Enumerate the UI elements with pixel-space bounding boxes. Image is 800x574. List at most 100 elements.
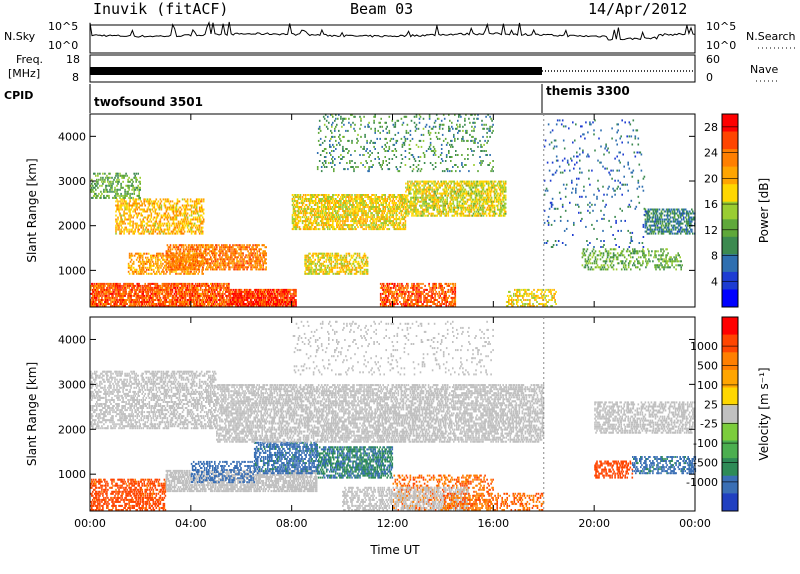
scatter-cell bbox=[153, 301, 155, 303]
scatter-cell bbox=[367, 261, 369, 263]
scatter-cell bbox=[170, 264, 172, 266]
scatter-cell bbox=[191, 233, 193, 235]
scatter-cell bbox=[364, 206, 366, 208]
scatter-cell bbox=[173, 301, 175, 303]
scatter-cell bbox=[335, 198, 337, 200]
scatter-cell bbox=[340, 257, 342, 259]
scatter-cell bbox=[348, 198, 350, 200]
scatter-cell bbox=[201, 207, 203, 209]
scatter-cell bbox=[319, 206, 321, 208]
scatter-cell bbox=[157, 257, 159, 259]
scatter-cell bbox=[177, 227, 179, 229]
scatter-cell bbox=[181, 219, 183, 221]
scatter-cell bbox=[141, 205, 143, 207]
scatter-cell bbox=[192, 250, 194, 252]
scatter-cell bbox=[230, 299, 232, 301]
scatter-cell bbox=[363, 228, 365, 230]
scatter-cell bbox=[177, 287, 179, 289]
scatter-cell bbox=[206, 266, 208, 268]
scatter-cell bbox=[328, 210, 330, 212]
scatter-cell bbox=[335, 259, 337, 261]
scatter-cell bbox=[165, 273, 167, 275]
scatter-cell bbox=[167, 219, 169, 221]
scatter-cell bbox=[256, 266, 258, 268]
scatter-cell bbox=[126, 287, 128, 289]
scatter-cell bbox=[126, 205, 128, 207]
scatter-cell bbox=[128, 217, 130, 219]
scatter-cell bbox=[160, 255, 162, 257]
scatter-cell bbox=[132, 221, 134, 223]
scatter-cell bbox=[309, 253, 311, 255]
scatter-cell bbox=[161, 225, 163, 227]
scatter-cell bbox=[255, 248, 257, 250]
scatter-cell bbox=[339, 267, 341, 269]
scatter-cell bbox=[167, 223, 169, 225]
scatter-cell bbox=[140, 257, 142, 259]
scatter-cell bbox=[203, 246, 205, 248]
scatter-cell bbox=[300, 210, 302, 212]
scatter-cell bbox=[202, 211, 204, 213]
scatter-cell bbox=[148, 229, 150, 231]
scatter-cell bbox=[278, 289, 280, 291]
scatter-cell bbox=[207, 260, 209, 262]
scatter-cell bbox=[364, 220, 366, 222]
scatter-cell bbox=[144, 253, 146, 255]
scatter-cell bbox=[176, 250, 178, 252]
scatter-cell bbox=[336, 218, 338, 220]
scatter-cell bbox=[206, 246, 208, 248]
scatter-cell bbox=[198, 231, 200, 233]
scatter-cell bbox=[229, 250, 231, 252]
scatter-cell bbox=[126, 209, 128, 211]
scatter-cell bbox=[319, 194, 321, 196]
scatter-cell bbox=[343, 269, 345, 271]
scatter-cell bbox=[180, 211, 182, 213]
scatter-cell bbox=[362, 204, 364, 206]
scatter-cell bbox=[118, 211, 120, 213]
scatter-cell bbox=[147, 198, 149, 200]
scatter-cell bbox=[260, 266, 262, 268]
scatter-cell bbox=[262, 268, 264, 270]
scatter-cell bbox=[259, 252, 261, 254]
scatter-cell bbox=[172, 248, 174, 250]
scatter-cell bbox=[306, 200, 308, 202]
scatter-cell bbox=[96, 299, 98, 301]
scatter-cell bbox=[351, 198, 353, 200]
scatter-cell bbox=[334, 216, 336, 218]
scatter-cell bbox=[161, 207, 163, 209]
scatter-cell bbox=[335, 263, 337, 265]
scatter-cell bbox=[313, 202, 315, 204]
scatter-cell bbox=[130, 261, 132, 263]
scatter-cell bbox=[169, 215, 171, 217]
scatter-cell bbox=[154, 255, 156, 257]
scatter-cell bbox=[333, 226, 335, 228]
scatter-cell bbox=[153, 269, 155, 271]
scatter-cell bbox=[144, 261, 146, 263]
scatter-cell bbox=[315, 265, 317, 267]
scatter-cell bbox=[239, 268, 241, 270]
scatter-cell bbox=[155, 225, 157, 227]
scatter-cell bbox=[242, 254, 244, 256]
scatter-cell bbox=[178, 215, 180, 217]
scatter-cell bbox=[199, 217, 201, 219]
scatter-cell bbox=[151, 217, 153, 219]
scatter-cell bbox=[173, 258, 175, 260]
scatter-cell bbox=[219, 293, 221, 295]
scatter-cell bbox=[142, 287, 144, 289]
scatter-cell bbox=[258, 250, 260, 252]
scatter-cell bbox=[315, 200, 317, 202]
scatter-cell bbox=[272, 295, 274, 297]
scatter-cell bbox=[232, 291, 234, 293]
scatter-cell bbox=[102, 295, 104, 297]
scatter-cell bbox=[116, 223, 118, 225]
scatter-cell bbox=[270, 289, 272, 291]
scatter-cell bbox=[196, 205, 198, 207]
scatter-cell bbox=[188, 254, 190, 256]
scatter-cell bbox=[171, 225, 173, 227]
scatter-cell bbox=[332, 271, 334, 273]
scatter-cell bbox=[360, 273, 362, 275]
scatter-cell bbox=[315, 210, 317, 212]
scatter-cell bbox=[158, 255, 160, 257]
cpid-panel: CPID twofsound 3501 themis 3300 bbox=[4, 84, 630, 113]
scatter-cell bbox=[312, 255, 314, 257]
scatter-cell bbox=[144, 229, 146, 231]
